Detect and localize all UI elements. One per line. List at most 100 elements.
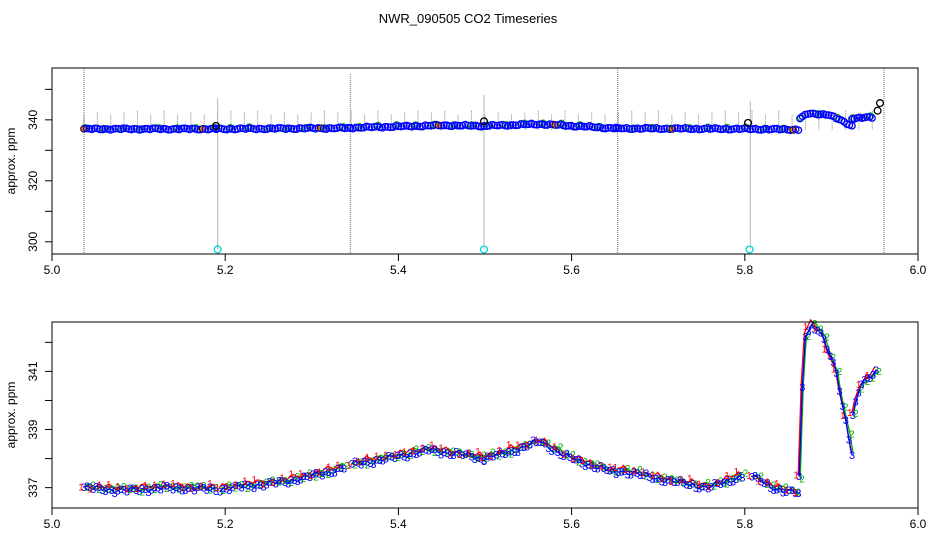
- series-2-marker: 2: [503, 448, 509, 459]
- data-point: [391, 121, 400, 130]
- series-3-marker: 3: [115, 485, 121, 497]
- series-1-marker: 1: [803, 322, 809, 333]
- data-point: [255, 124, 263, 133]
- series-1-marker: 1: [365, 453, 371, 464]
- series-3-marker: 3: [121, 485, 127, 497]
- series-3-marker: 3: [426, 445, 432, 457]
- y-tick-label: 320: [26, 170, 40, 190]
- series-2-marker: 2: [789, 485, 795, 496]
- top-plot-frame: [51, 67, 919, 255]
- series-2-marker: 2: [475, 454, 481, 465]
- bottom-y-axis: 337 339 341: [26, 341, 52, 498]
- series-3-marker: 3: [226, 485, 232, 497]
- series-3-marker: 3: [90, 484, 96, 496]
- series-3-marker: 3: [799, 382, 805, 394]
- data-point: [284, 124, 293, 133]
- series-3-marker: 3: [145, 487, 151, 499]
- series-3-marker: 3: [783, 487, 789, 499]
- series-1-marker: 1: [143, 481, 149, 492]
- series-3-marker: 3: [846, 434, 852, 446]
- series-3-marker: 3: [248, 482, 254, 494]
- series-2-line: [619, 467, 744, 487]
- series-1-marker: 1: [552, 442, 558, 453]
- series-3-marker: 3: [618, 466, 624, 478]
- series-3-marker: 3: [484, 451, 490, 463]
- series-2-marker: 2: [226, 480, 232, 491]
- series-1-marker: 1: [420, 444, 426, 455]
- series-3-marker: 3: [386, 450, 392, 462]
- series-3-marker: 3: [170, 484, 176, 496]
- series-3-marker: 3: [118, 484, 124, 496]
- data-point: [298, 124, 306, 133]
- series-3-marker: 3: [254, 479, 260, 491]
- series-2-marker: 2: [613, 467, 619, 478]
- series-3-marker: 3: [771, 485, 777, 497]
- series-3-marker: 3: [591, 463, 597, 475]
- series-3-marker: 3: [739, 473, 745, 485]
- series-1-marker: 1: [224, 482, 230, 493]
- data-point: [770, 124, 779, 133]
- data-point-alt: [192, 124, 200, 132]
- series-2-marker: 2: [576, 458, 582, 469]
- data-point: [493, 121, 502, 130]
- series-1-marker: 1: [580, 456, 586, 467]
- series-2-marker: 2: [115, 483, 121, 494]
- y-tick-label: 341: [26, 361, 40, 381]
- low-point: [745, 245, 754, 254]
- low-point: [213, 245, 222, 254]
- series-1-marker: 1: [374, 451, 380, 462]
- series-3-marker: 3: [733, 474, 739, 486]
- series-2-marker: 2: [377, 455, 383, 466]
- series-2-marker: 2: [344, 461, 350, 472]
- data-point: [290, 125, 298, 133]
- series-3-marker: 3: [472, 454, 478, 466]
- series-3-marker: 3: [687, 480, 693, 492]
- series-2-marker: 2: [389, 451, 395, 462]
- series-3-marker: 3: [478, 453, 484, 465]
- series-3-marker: 3: [824, 345, 830, 357]
- series-3-marker: 3: [659, 477, 665, 489]
- series-3-marker: 3: [702, 481, 708, 493]
- series-2-marker: 2: [438, 447, 444, 458]
- low-point: [479, 245, 489, 254]
- series-3-marker: 3: [487, 451, 493, 463]
- series-3-marker: 3: [242, 479, 248, 491]
- data-point: [225, 124, 234, 133]
- series-3-marker: 3: [861, 374, 867, 386]
- data-point-alt: [704, 123, 712, 131]
- series-1-marker: 1: [478, 453, 484, 464]
- series-3-marker: 3: [335, 463, 341, 475]
- data-point: [687, 125, 695, 134]
- series-3-marker: 3: [304, 471, 310, 483]
- top-series: [80, 99, 885, 254]
- series-2-marker: 2: [631, 467, 637, 478]
- data-point: [421, 121, 430, 130]
- data-point: [426, 121, 435, 130]
- series-3-marker: 3: [316, 469, 322, 481]
- series-3-marker: 3: [805, 326, 811, 338]
- extra-point: [873, 106, 882, 115]
- series-3-marker: 3: [124, 486, 130, 498]
- x-tick-label: 5.0: [44, 263, 61, 277]
- series-3-marker: 3: [432, 444, 438, 456]
- series-3-marker: 3: [96, 482, 102, 494]
- series-3-marker: 3: [164, 480, 170, 492]
- series-1-marker: 1: [198, 482, 204, 493]
- series-2-marker: 2: [332, 465, 338, 476]
- series-3-marker: 3: [833, 368, 839, 380]
- series-3-marker: 3: [613, 469, 619, 481]
- series-3-marker: 3: [469, 452, 475, 464]
- series-1-marker: 1: [755, 477, 761, 488]
- series-2-marker: 2: [383, 453, 389, 464]
- series-3-marker: 3: [288, 475, 294, 487]
- series-2-marker: 2: [457, 447, 463, 458]
- series-3-marker: 3: [453, 447, 459, 459]
- data-point: [265, 124, 274, 132]
- series-3-marker: 3: [802, 331, 808, 343]
- series-3-marker: 3: [585, 460, 591, 472]
- extra-point: [875, 99, 885, 108]
- series-3-marker: 3: [322, 467, 328, 479]
- series-1-marker: 1: [687, 474, 693, 485]
